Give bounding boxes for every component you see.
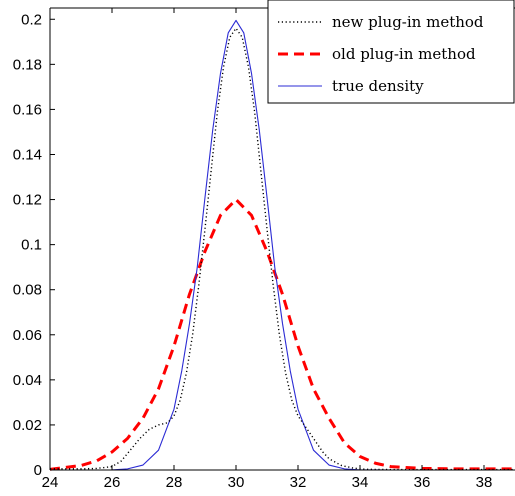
x-tick-label: 28 xyxy=(166,474,183,491)
y-axis-ticks: 0 0.02 0.04 0.06 0.08 0.1 0.12 0.14 0.16 0.18 0.2 xyxy=(13,11,55,479)
x-tick-label: 24 xyxy=(42,474,59,491)
y-tick-label: 0.06 xyxy=(13,327,42,344)
legend-label: new plug-in method xyxy=(332,13,484,31)
y-tick-label: 0.16 xyxy=(13,101,42,118)
legend-entry-old-plugin: old plug-in method xyxy=(278,45,476,63)
y-tick-label: 0.14 xyxy=(13,146,42,163)
x-tick-label: 32 xyxy=(290,474,307,491)
x-tick-label: 30 xyxy=(228,474,245,491)
legend-entry-new-plugin: new plug-in method xyxy=(278,13,484,31)
y-tick-label: 0.12 xyxy=(13,192,42,209)
legend-entry-true-density: true density xyxy=(278,77,424,95)
legend: new plug-in method old plug-in method true… xyxy=(267,0,515,104)
x-tick-label: 34 xyxy=(352,474,369,491)
y-tick-label: 0.08 xyxy=(13,282,42,299)
legend-entries: new plug-in method old plug-in method true… xyxy=(278,13,484,95)
x-tick-label: 38 xyxy=(476,474,493,491)
y-tick-label: 0.2 xyxy=(21,11,42,28)
y-tick-label: 0.02 xyxy=(13,417,42,434)
old-plugin-series-line xyxy=(49,198,515,471)
x-axis-ticks: 24 26 28 30 32 34 36 38 xyxy=(42,8,493,491)
y-tick-label: 0.1 xyxy=(21,237,42,254)
x-tick-label: 36 xyxy=(414,474,431,491)
legend-label: true density xyxy=(332,77,424,95)
y-tick-label: 0.04 xyxy=(13,372,42,389)
y-tick-label: 0.18 xyxy=(13,56,42,73)
x-tick-label: 26 xyxy=(104,474,121,491)
legend-label: old plug-in method xyxy=(332,45,476,63)
y-tick-label: 0 xyxy=(34,462,42,479)
